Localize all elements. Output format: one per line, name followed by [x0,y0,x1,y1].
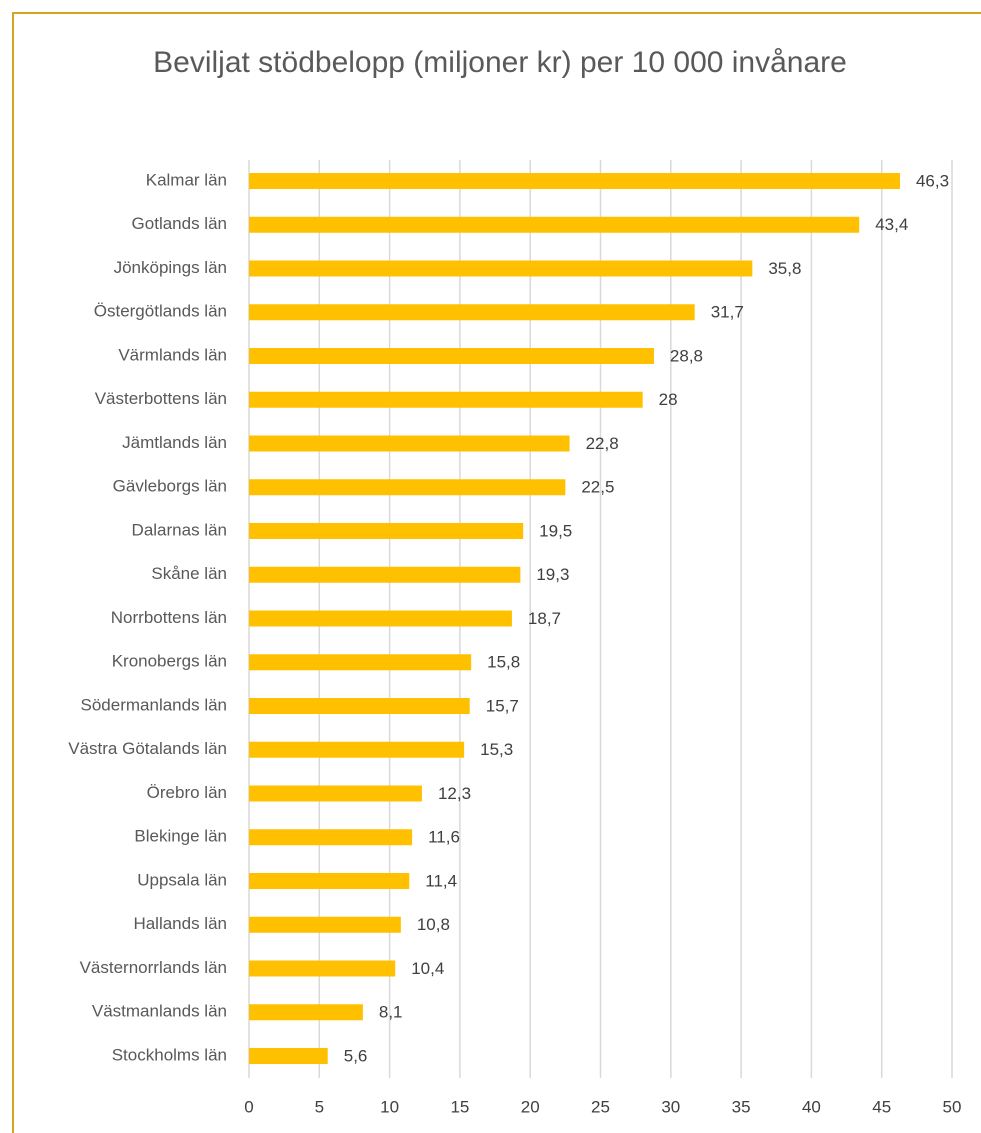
y-tick-label: Stockholms län [112,1045,227,1064]
data-label: 12,3 [438,784,471,803]
data-label: 18,7 [528,609,561,628]
x-tick-label: 40 [802,1097,821,1116]
y-tick-label: Gävleborgs län [113,477,227,496]
data-label: 19,5 [539,521,572,540]
data-label: 5,6 [344,1046,368,1065]
x-tick-label: 0 [244,1097,253,1116]
bar [249,916,401,933]
data-label: 8,1 [379,1003,403,1022]
bar [249,698,470,714]
x-tick-label: 5 [315,1097,324,1116]
bar [249,610,512,627]
bar [249,785,422,802]
bar [249,348,654,364]
y-tick-label: Västerbottens län [95,389,227,408]
data-label: 35,8 [768,259,801,278]
y-tick-label: Kronobergs län [112,652,227,671]
y-tick-label: Södermanlands län [81,695,227,714]
chart-title: Beviljat stödbelopp (miljoner kr) per 10… [153,46,847,79]
y-tick-label: Uppsala län [137,870,227,889]
bar [249,873,410,889]
y-tick-label: Västra Götalands län [68,739,227,758]
bar [249,260,753,277]
bar [249,741,465,758]
data-label: 28 [659,390,678,409]
chart-frame [12,12,981,1133]
y-tick-label: Gotlands län [132,214,227,233]
x-tick-label: 25 [591,1097,610,1116]
bar [249,566,521,583]
x-tick-label: 35 [732,1097,751,1116]
bar [249,523,524,539]
data-label: 46,3 [916,171,949,190]
y-tick-label: Västernorrlands län [80,958,227,977]
x-tick-label: 20 [521,1097,540,1116]
y-tick-label: Östergötlands län [94,302,227,321]
bar [249,173,900,189]
data-label: 11,4 [425,871,457,890]
y-tick-label: Kalmar län [146,170,227,189]
bar [249,1004,363,1021]
data-label: 15,8 [487,653,520,672]
bar [249,304,695,321]
y-tick-label: Blekinge län [134,827,227,846]
x-tick-label: 45 [872,1097,891,1116]
data-label: 19,3 [536,565,569,584]
bar [249,1048,328,1064]
bar [249,654,472,671]
data-label: 15,3 [480,740,513,759]
data-label: 22,8 [586,434,619,453]
y-tick-label: Norrbottens län [111,608,227,627]
bar [249,960,396,977]
y-tick-label: Skåne län [151,564,227,583]
bar [249,435,570,452]
data-label: 28,8 [670,346,703,365]
y-tick-label: Dalarnas län [132,520,227,539]
y-tick-label: Västmanlands län [92,1002,227,1021]
data-label: 10,4 [411,959,444,978]
data-label: 10,8 [417,915,450,934]
x-tick-label: 30 [661,1097,680,1116]
x-tick-label: 50 [943,1097,962,1116]
data-label: 11,6 [428,828,460,847]
x-tick-label: 10 [380,1097,399,1116]
data-label: 22,5 [581,478,614,497]
y-tick-label: Jönköpings län [114,258,227,277]
x-tick-label: 15 [450,1097,469,1116]
bar [249,391,643,408]
bar [249,479,566,496]
bar [249,829,413,846]
bar [249,216,860,233]
y-tick-label: Jämtlands län [122,433,227,452]
data-label: 31,7 [711,303,744,322]
y-tick-label: Örebro län [147,783,227,802]
data-label: 15,7 [486,696,519,715]
data-label: 43,4 [875,215,908,234]
y-tick-label: Värmlands län [118,345,227,364]
y-tick-label: Hallands län [133,914,227,933]
